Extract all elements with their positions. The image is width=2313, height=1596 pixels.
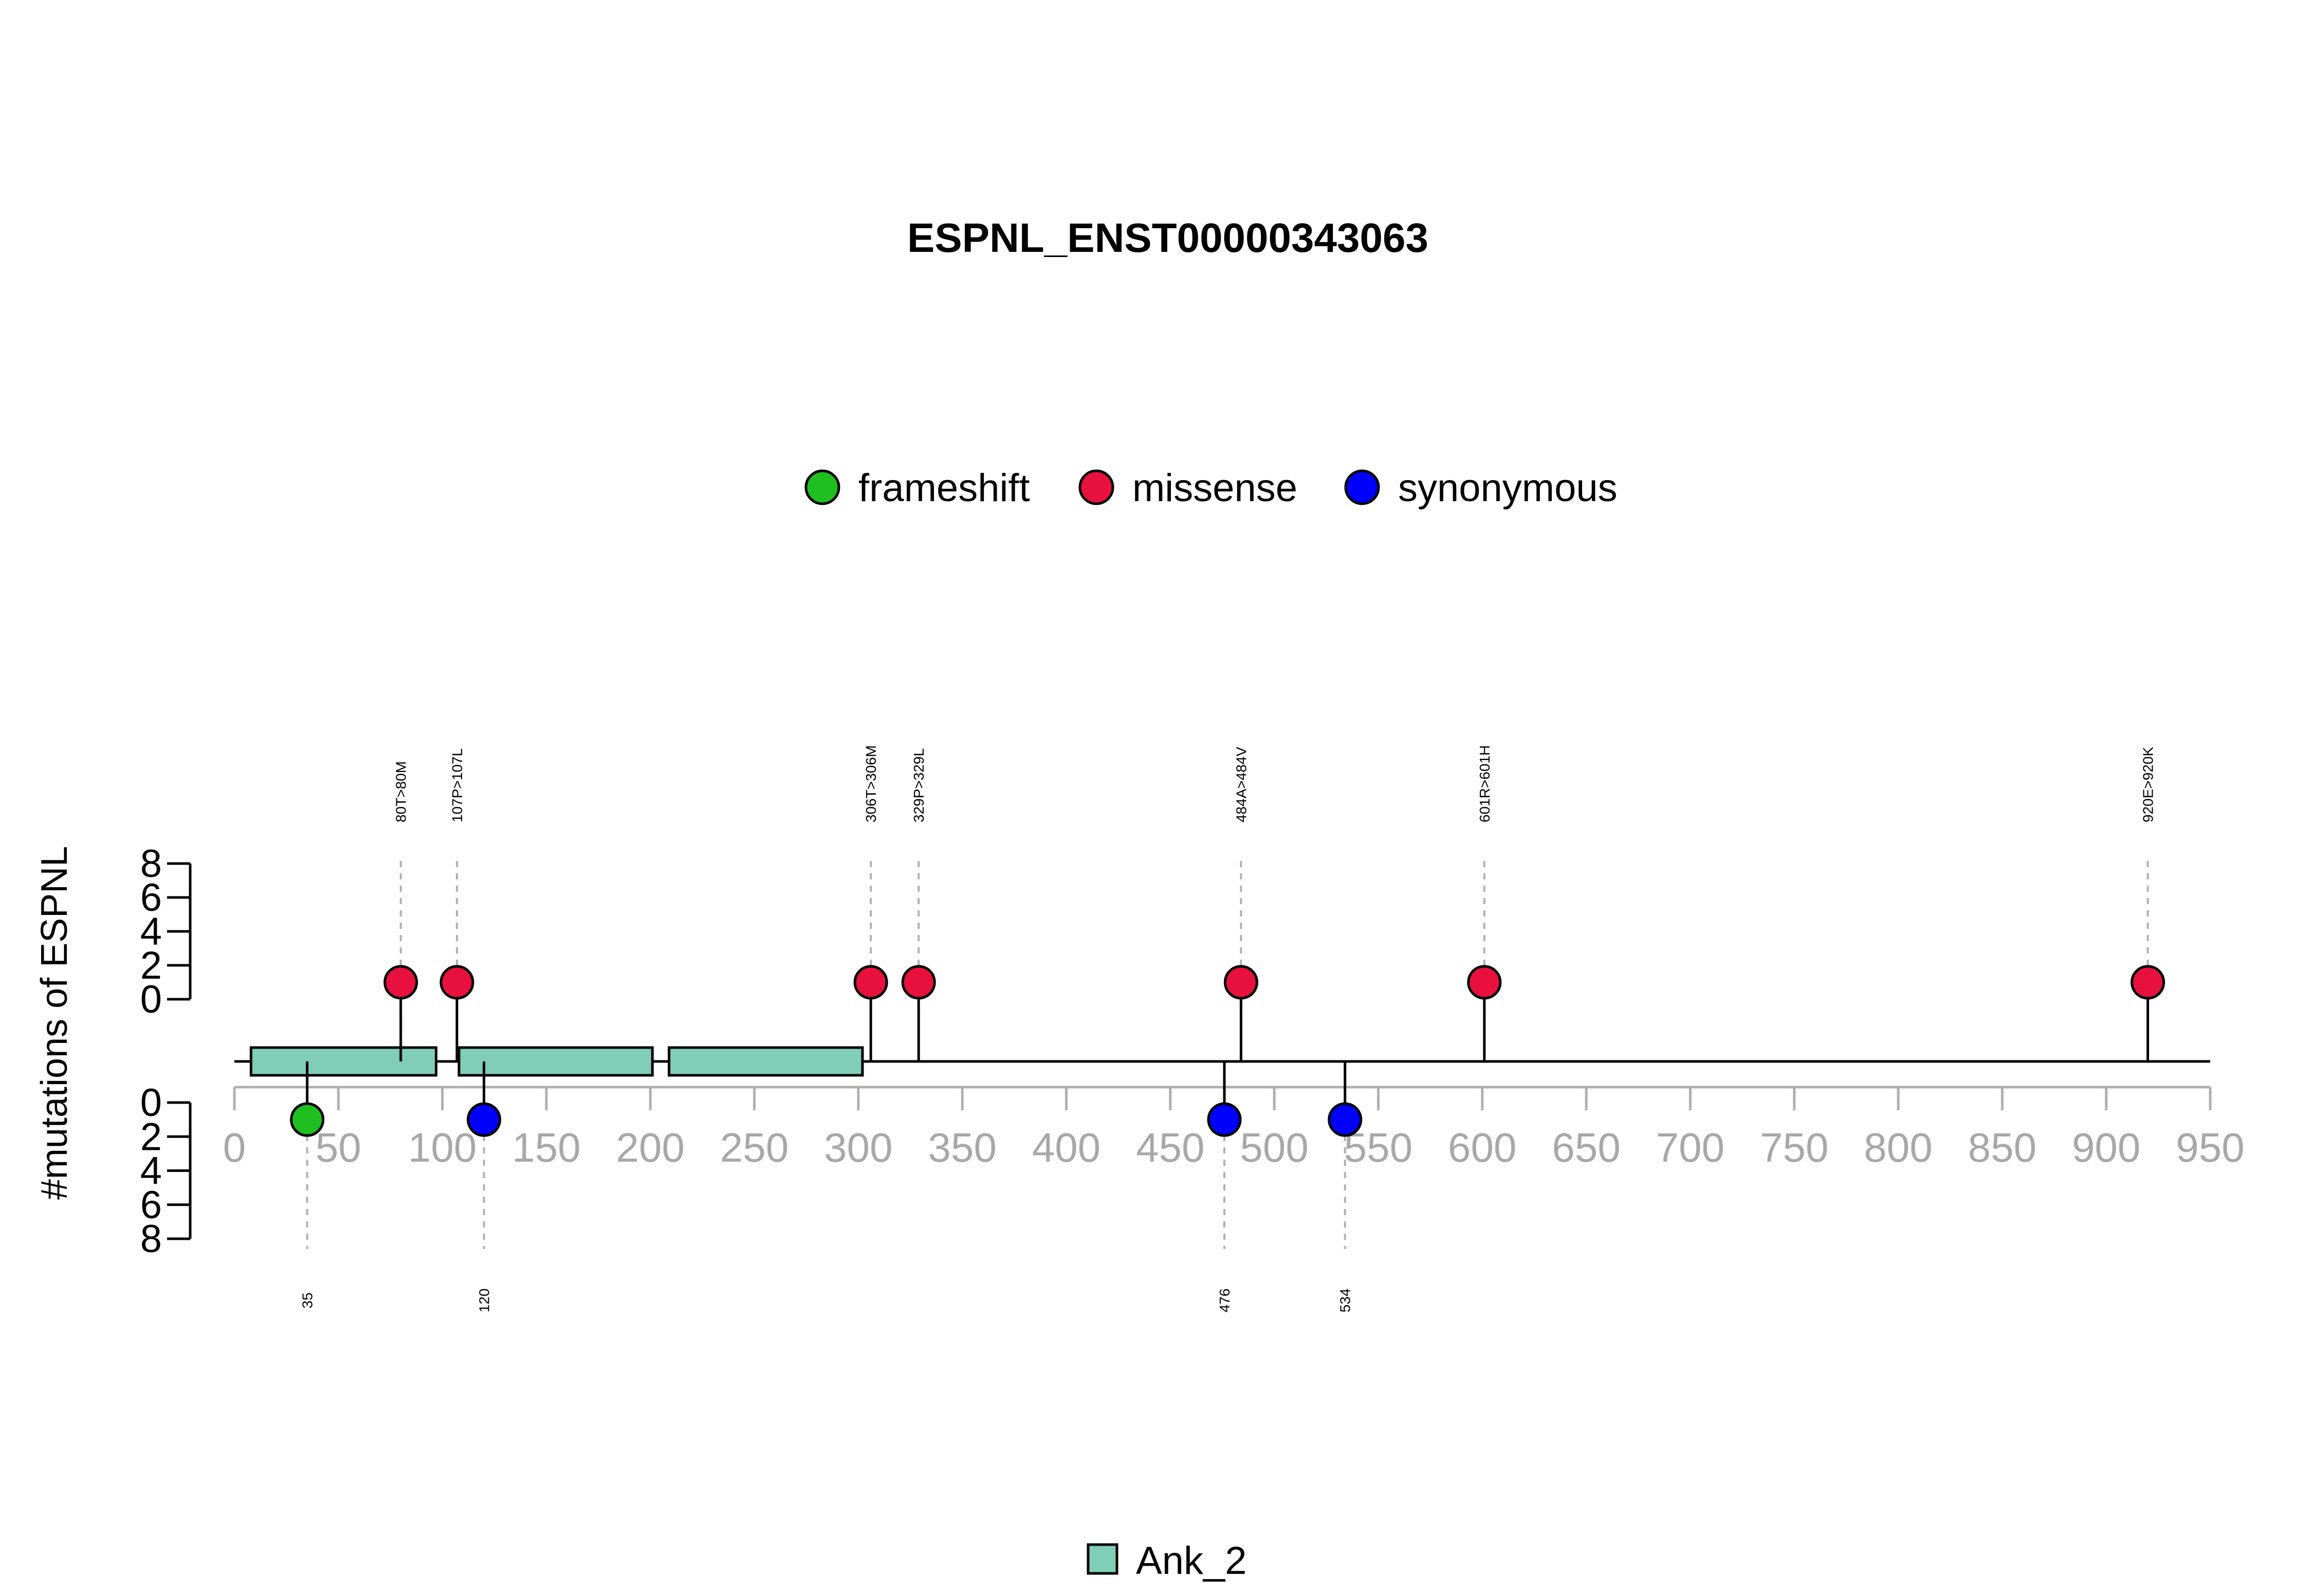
mutation-label: 601R>601H xyxy=(1477,745,1493,822)
lollipop-head-missense xyxy=(1467,965,1502,1000)
x-axis-tick-label: 400 xyxy=(1032,1125,1100,1170)
lollipop-head-synonymous xyxy=(467,1102,502,1137)
x-axis-tick-label: 650 xyxy=(1552,1125,1620,1170)
x-axis-tick-label: 150 xyxy=(512,1125,580,1170)
x-axis-tick-label: 100 xyxy=(408,1125,476,1170)
lollipop-head-synonymous xyxy=(1207,1102,1242,1137)
x-axis-tick-label: 350 xyxy=(928,1125,996,1170)
lollipops-bottom: 35 120 476 534 xyxy=(290,1061,1363,1313)
x-axis-tick-label: 500 xyxy=(1240,1125,1308,1170)
mutation-label: 306T>306M xyxy=(863,745,879,822)
x-axis-tick-label: 50 xyxy=(316,1125,361,1170)
legend-label-synonymous: synonymous xyxy=(1398,466,1618,510)
lollipop-head-missense xyxy=(2131,965,2165,1000)
top-axis-tick-label: 2 xyxy=(140,944,162,987)
mutation-label: 107P>107L xyxy=(449,748,465,822)
top-axis-tick-label: 8 xyxy=(140,842,162,886)
x-axis-tick-label: 600 xyxy=(1448,1125,1516,1170)
lollipop-head-missense xyxy=(383,965,418,1000)
legend-label-missense: missense xyxy=(1132,466,1297,510)
x-axis-tick-label: 200 xyxy=(616,1125,685,1170)
legend-label-Ank_2: Ank_2 xyxy=(1136,1539,1247,1583)
bottom-axis-tick-label: 8 xyxy=(140,1217,162,1261)
lollipop-head-synonymous xyxy=(1328,1102,1363,1137)
mutation-label: 534 xyxy=(1337,1289,1353,1313)
lollipops-top: 80T>80M 107P>107L 306T>306M 329P>329L 484A>4… xyxy=(383,745,2165,1061)
x-axis-tick-label: 900 xyxy=(2072,1125,2140,1170)
mutation-label: 329P>329L xyxy=(911,748,927,822)
domain-Ank_2 xyxy=(457,1046,654,1077)
legend-marker-synonymous xyxy=(1344,469,1380,505)
legend-marker-frameshift xyxy=(804,469,840,505)
x-axis-tick-label: 250 xyxy=(720,1125,788,1170)
domain-boxes xyxy=(249,1046,864,1077)
lollipop-head-missense xyxy=(1223,965,1258,1000)
mutation-label: 920E>920K xyxy=(2140,747,2156,822)
domain-Ank_2 xyxy=(668,1046,864,1077)
x-axis-tick-label: 450 xyxy=(1136,1125,1204,1170)
mutation-label: 35 xyxy=(300,1292,316,1308)
lollipop-head-missense xyxy=(853,965,888,1000)
bottom-axis-tick-label: 4 xyxy=(140,1149,162,1193)
bottom-axis-tick-label: 2 xyxy=(140,1115,162,1159)
domain-legend: Ank_2 xyxy=(1087,1539,1247,1583)
legend-marker-Ank_2 xyxy=(1087,1543,1118,1575)
lollipop-head-frameshift xyxy=(290,1102,325,1137)
x-axis-tick-label: 750 xyxy=(1760,1125,1828,1170)
top-axis-tick-label: 0 xyxy=(140,978,162,1021)
mutation-label: 80T>80M xyxy=(393,761,409,822)
legend-marker-missense xyxy=(1078,469,1114,505)
x-axis-tick-label: 800 xyxy=(1864,1125,1932,1170)
mutation-label: 476 xyxy=(1217,1289,1233,1313)
top-axis-tick-label: 6 xyxy=(140,876,162,920)
lollipop-head-missense xyxy=(439,965,474,1000)
mutation-label: 484A>484V xyxy=(1233,747,1249,822)
x-axis-tick-label: 300 xyxy=(824,1125,892,1170)
lollipop-head-missense xyxy=(901,965,936,1000)
bottom-axis-tick-label: 6 xyxy=(140,1183,162,1227)
domain-Ank_2 xyxy=(249,1046,437,1077)
x-axis-tick-label: 0 xyxy=(223,1125,246,1170)
mutation-legend: frameshift missense synonymous xyxy=(804,466,1618,510)
legend-label-frameshift: frameshift xyxy=(858,466,1030,510)
position-axis: 0 50 100 150 200 250 300 350 400 450 500 550 600 650 7… xyxy=(223,1086,2245,1170)
mutation-label: 120 xyxy=(476,1289,492,1313)
x-axis-tick-label: 850 xyxy=(1968,1125,2036,1170)
x-axis-tick-label: 950 xyxy=(2176,1125,2244,1170)
x-axis-tick-label: 700 xyxy=(1656,1125,1724,1170)
bottom-axis-tick-label: 0 xyxy=(140,1081,162,1125)
y-axis-label: #mutations of ESPNL xyxy=(34,846,75,1200)
chart-title: ESPNL_ENST00000343063 xyxy=(907,215,1428,261)
top-axis-tick-label: 4 xyxy=(140,910,162,953)
